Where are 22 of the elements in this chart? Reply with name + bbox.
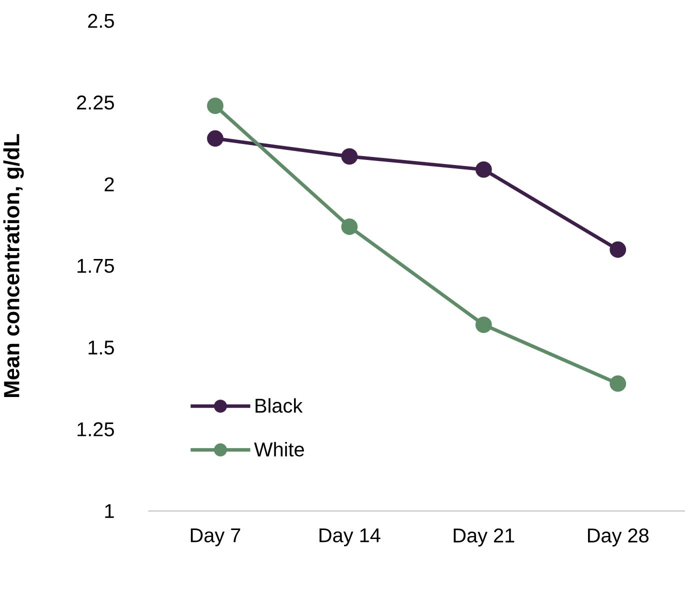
- y-tick-label: 1.25: [78, 422, 114, 437]
- y-tick-label: 1.75: [78, 259, 114, 274]
- point: [610, 376, 626, 392]
- point: [341, 148, 358, 165]
- y-tick-label: 2.25: [77, 96, 114, 110]
- x-tick-label: Day 28: [588, 528, 649, 547]
- legend-label: White: [254, 442, 304, 457]
- point: [341, 218, 358, 236]
- y-tick-label: 1.5: [88, 340, 114, 355]
- point: [475, 316, 492, 334]
- point: [207, 98, 224, 114]
- x-tick-label: Day 7: [190, 528, 240, 546]
- point: [610, 242, 626, 258]
- x-tick-label: Day 21: [454, 528, 514, 547]
- y-tick-label: 2: [104, 178, 114, 192]
- point: [475, 162, 492, 178]
- y-axis-title: Mean concentration, g/dL: [3, 134, 24, 398]
- y-tick-label: 1: [105, 504, 114, 518]
- y-tick-label: 2.5: [88, 14, 114, 28]
- legend-label: Black: [256, 398, 303, 414]
- x-tick-label: Day 14: [320, 528, 380, 546]
- point: [207, 130, 224, 147]
